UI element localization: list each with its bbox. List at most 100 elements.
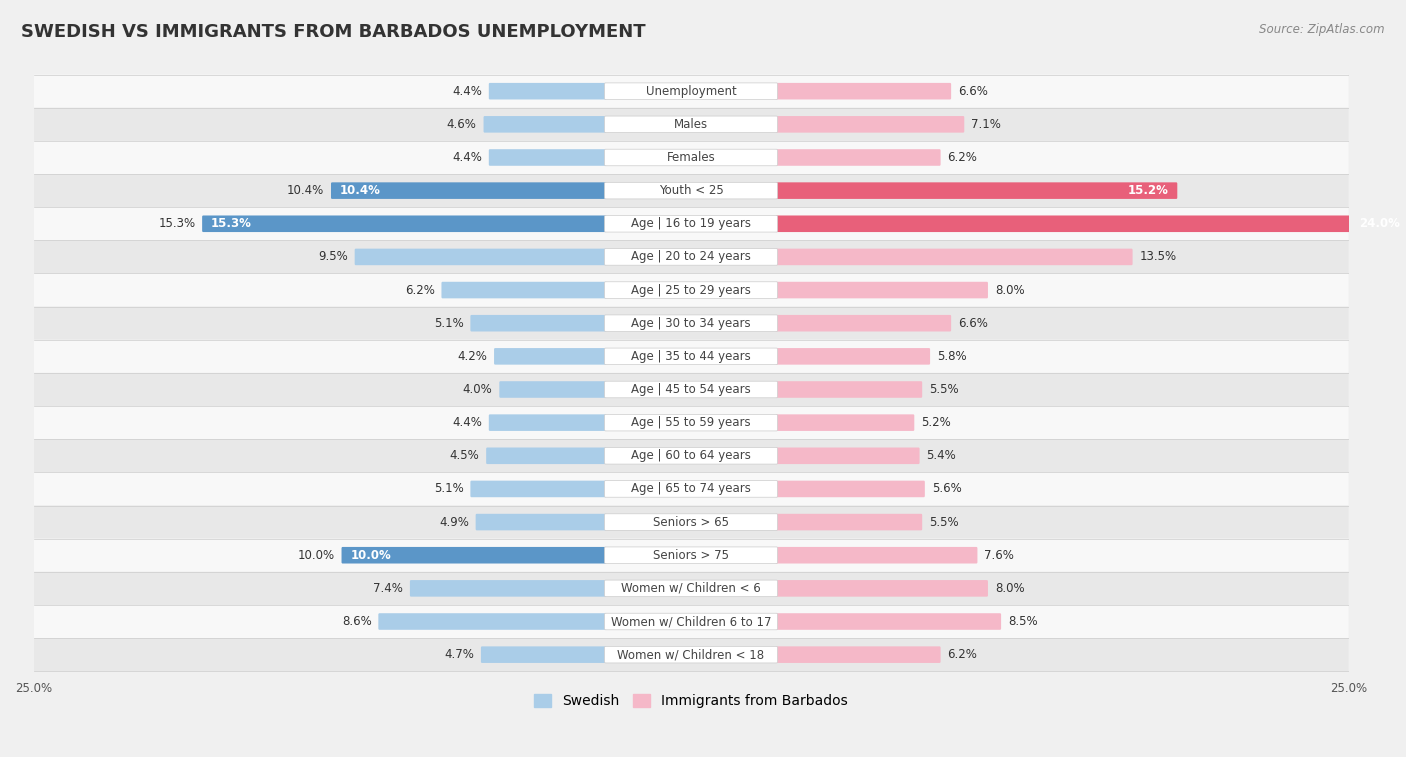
Text: 10.0%: 10.0% — [298, 549, 335, 562]
FancyBboxPatch shape — [34, 572, 1348, 605]
FancyBboxPatch shape — [605, 282, 778, 298]
Text: 5.2%: 5.2% — [921, 416, 950, 429]
Text: 15.2%: 15.2% — [1128, 184, 1168, 197]
FancyBboxPatch shape — [776, 414, 914, 431]
FancyBboxPatch shape — [605, 216, 778, 232]
FancyBboxPatch shape — [378, 613, 606, 630]
FancyBboxPatch shape — [34, 406, 1348, 439]
Text: 10.4%: 10.4% — [287, 184, 325, 197]
FancyBboxPatch shape — [34, 207, 1348, 240]
FancyBboxPatch shape — [776, 613, 1001, 630]
FancyBboxPatch shape — [34, 373, 1348, 406]
FancyBboxPatch shape — [471, 481, 606, 497]
Text: 5.5%: 5.5% — [929, 516, 959, 528]
Text: 9.5%: 9.5% — [318, 251, 347, 263]
Text: 4.4%: 4.4% — [453, 85, 482, 98]
Text: Source: ZipAtlas.com: Source: ZipAtlas.com — [1260, 23, 1385, 36]
FancyBboxPatch shape — [776, 83, 950, 99]
Text: 8.0%: 8.0% — [995, 582, 1025, 595]
Text: 24.0%: 24.0% — [1360, 217, 1400, 230]
FancyBboxPatch shape — [605, 83, 778, 99]
FancyBboxPatch shape — [489, 149, 606, 166]
FancyBboxPatch shape — [475, 514, 606, 531]
FancyBboxPatch shape — [776, 282, 988, 298]
Text: 5.1%: 5.1% — [434, 482, 464, 495]
Text: SWEDISH VS IMMIGRANTS FROM BARBADOS UNEMPLOYMENT: SWEDISH VS IMMIGRANTS FROM BARBADOS UNEM… — [21, 23, 645, 41]
Text: Age | 30 to 34 years: Age | 30 to 34 years — [631, 316, 751, 330]
FancyBboxPatch shape — [776, 149, 941, 166]
FancyBboxPatch shape — [605, 447, 778, 464]
Text: Age | 60 to 64 years: Age | 60 to 64 years — [631, 450, 751, 463]
Text: 5.1%: 5.1% — [434, 316, 464, 330]
Text: Males: Males — [673, 118, 709, 131]
FancyBboxPatch shape — [605, 248, 778, 265]
Text: Females: Females — [666, 151, 716, 164]
FancyBboxPatch shape — [471, 315, 606, 332]
FancyBboxPatch shape — [34, 340, 1348, 373]
Text: 7.1%: 7.1% — [972, 118, 1001, 131]
FancyBboxPatch shape — [776, 248, 1133, 265]
FancyBboxPatch shape — [776, 348, 931, 365]
FancyBboxPatch shape — [34, 539, 1348, 572]
FancyBboxPatch shape — [605, 547, 778, 563]
FancyBboxPatch shape — [34, 506, 1348, 539]
FancyBboxPatch shape — [34, 307, 1348, 340]
Text: 4.7%: 4.7% — [444, 648, 474, 661]
FancyBboxPatch shape — [776, 646, 941, 663]
Text: Age | 35 to 44 years: Age | 35 to 44 years — [631, 350, 751, 363]
Text: 5.5%: 5.5% — [929, 383, 959, 396]
Text: 4.4%: 4.4% — [453, 416, 482, 429]
FancyBboxPatch shape — [605, 514, 778, 531]
FancyBboxPatch shape — [776, 382, 922, 397]
Text: 6.2%: 6.2% — [948, 151, 977, 164]
Text: 13.5%: 13.5% — [1139, 251, 1177, 263]
FancyBboxPatch shape — [202, 216, 606, 232]
Text: 6.6%: 6.6% — [957, 316, 988, 330]
FancyBboxPatch shape — [481, 646, 606, 663]
Text: 6.2%: 6.2% — [948, 648, 977, 661]
Text: 8.6%: 8.6% — [342, 615, 371, 628]
FancyBboxPatch shape — [776, 315, 950, 332]
FancyBboxPatch shape — [605, 580, 778, 597]
FancyBboxPatch shape — [605, 382, 778, 397]
Text: Age | 16 to 19 years: Age | 16 to 19 years — [631, 217, 751, 230]
Text: 10.4%: 10.4% — [340, 184, 381, 197]
FancyBboxPatch shape — [411, 580, 606, 597]
Text: 4.4%: 4.4% — [453, 151, 482, 164]
FancyBboxPatch shape — [34, 439, 1348, 472]
FancyBboxPatch shape — [605, 116, 778, 132]
FancyBboxPatch shape — [776, 447, 920, 464]
FancyBboxPatch shape — [34, 174, 1348, 207]
Text: Seniors > 75: Seniors > 75 — [652, 549, 730, 562]
FancyBboxPatch shape — [776, 514, 922, 531]
FancyBboxPatch shape — [776, 116, 965, 132]
FancyBboxPatch shape — [489, 414, 606, 431]
Text: 4.5%: 4.5% — [450, 450, 479, 463]
Text: Age | 45 to 54 years: Age | 45 to 54 years — [631, 383, 751, 396]
FancyBboxPatch shape — [776, 580, 988, 597]
FancyBboxPatch shape — [34, 605, 1348, 638]
Text: 6.6%: 6.6% — [957, 85, 988, 98]
FancyBboxPatch shape — [330, 182, 606, 199]
FancyBboxPatch shape — [605, 481, 778, 497]
Text: Age | 20 to 24 years: Age | 20 to 24 years — [631, 251, 751, 263]
FancyBboxPatch shape — [605, 348, 778, 365]
FancyBboxPatch shape — [605, 646, 778, 663]
Text: Age | 65 to 74 years: Age | 65 to 74 years — [631, 482, 751, 495]
FancyBboxPatch shape — [342, 547, 606, 563]
FancyBboxPatch shape — [484, 116, 606, 132]
Text: Age | 55 to 59 years: Age | 55 to 59 years — [631, 416, 751, 429]
Text: 4.9%: 4.9% — [439, 516, 468, 528]
Text: 8.5%: 8.5% — [1008, 615, 1038, 628]
Text: 15.3%: 15.3% — [211, 217, 252, 230]
FancyBboxPatch shape — [486, 447, 606, 464]
FancyBboxPatch shape — [34, 141, 1348, 174]
Text: 7.6%: 7.6% — [984, 549, 1014, 562]
Text: 5.8%: 5.8% — [936, 350, 966, 363]
Text: Age | 25 to 29 years: Age | 25 to 29 years — [631, 284, 751, 297]
Text: 7.4%: 7.4% — [373, 582, 404, 595]
Text: 6.2%: 6.2% — [405, 284, 434, 297]
Text: Women w/ Children < 18: Women w/ Children < 18 — [617, 648, 765, 661]
FancyBboxPatch shape — [499, 382, 606, 397]
Text: 5.4%: 5.4% — [927, 450, 956, 463]
